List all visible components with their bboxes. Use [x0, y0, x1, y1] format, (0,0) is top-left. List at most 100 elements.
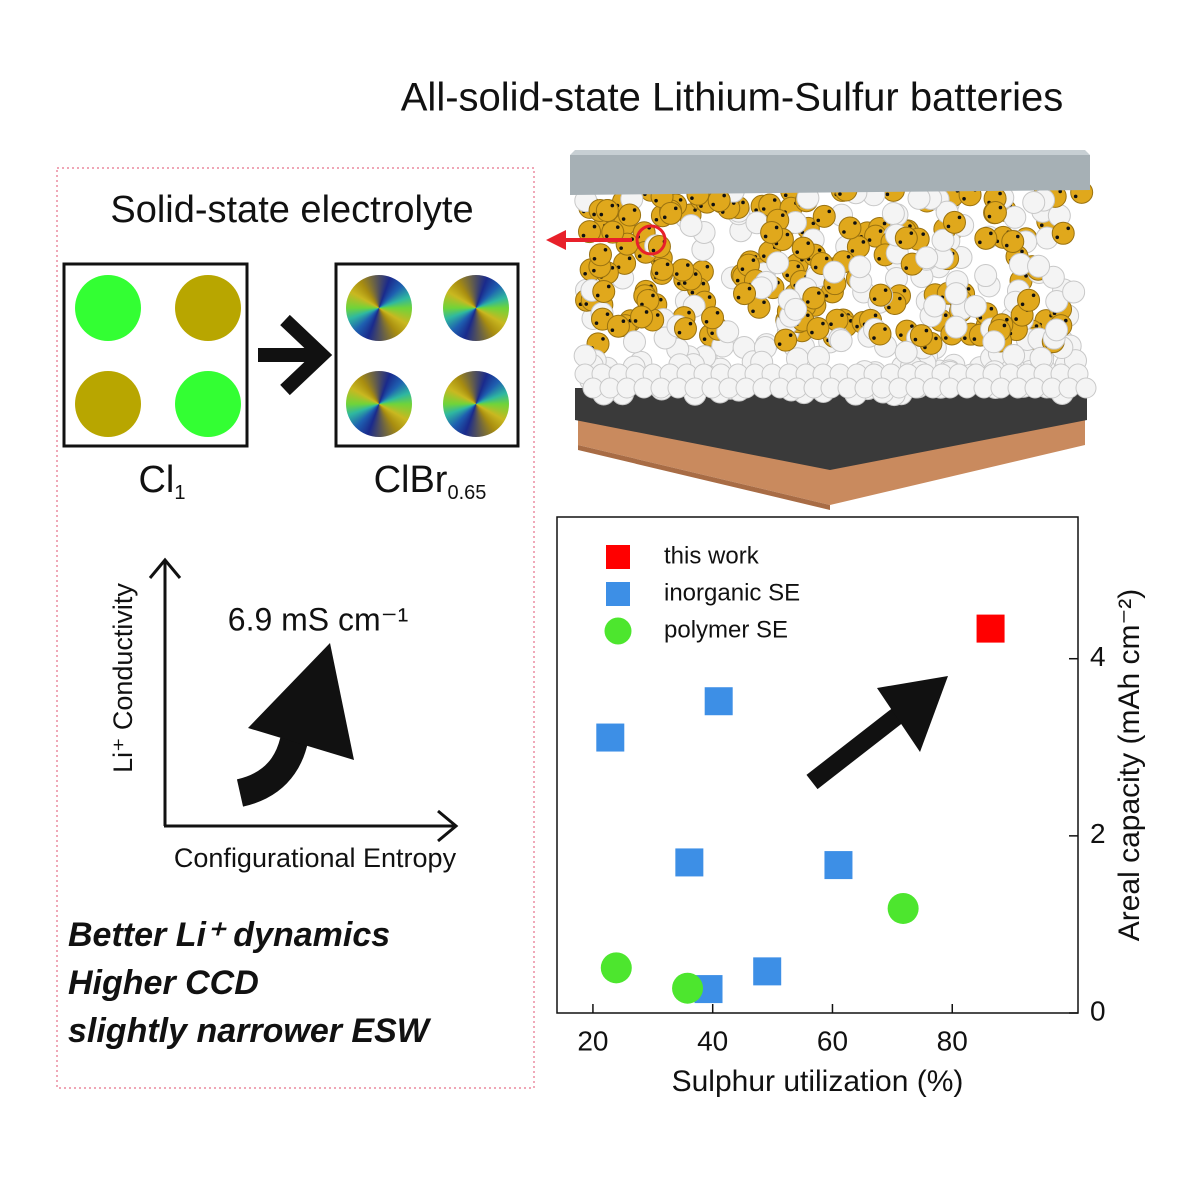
sphere	[829, 329, 853, 353]
sphere-dot	[704, 319, 709, 324]
sphere-dot	[924, 328, 929, 333]
sphere-dot	[654, 271, 659, 276]
sphere-dot	[904, 266, 909, 270]
sphere-dot	[811, 221, 816, 226]
sphere-dot	[850, 249, 855, 253]
sphere	[982, 330, 1006, 354]
sphere	[812, 204, 836, 228]
sphere-dot	[678, 198, 683, 202]
structure-label: ClBr0.65	[374, 459, 487, 504]
sphere-dot	[754, 208, 758, 213]
sphere-dot	[785, 273, 790, 278]
sphere-layer	[573, 178, 1097, 407]
x-tick-label: 40	[697, 1025, 728, 1056]
label-text: ClBr	[374, 459, 448, 501]
sphere-dot	[772, 198, 777, 202]
sphere-dot	[584, 302, 589, 306]
sphere	[974, 226, 998, 250]
sphere-dot	[780, 213, 785, 218]
sphere	[622, 330, 646, 354]
sphere-dot	[777, 342, 782, 346]
x-tick-label: 60	[817, 1025, 848, 1056]
sphere-dot	[902, 288, 907, 293]
sphere-dot	[813, 265, 818, 270]
x-axis-label: Sulphur utilization (%)	[672, 1065, 964, 1098]
sphere-dot	[627, 256, 632, 261]
sphere-dot	[1020, 249, 1024, 254]
sphere-dot	[633, 319, 638, 323]
sphere	[1017, 288, 1041, 312]
sphere-dot	[685, 263, 690, 267]
sphere-dot	[1039, 223, 1044, 228]
sphere-dot	[963, 336, 967, 340]
sphere	[942, 210, 966, 234]
sphere	[618, 203, 642, 227]
sphere-dot	[946, 224, 951, 229]
sphere-dot	[736, 295, 741, 300]
sphere-dot	[690, 290, 695, 295]
sphere-dot	[785, 232, 790, 237]
sphere	[760, 220, 784, 244]
legend-label: polymer SE	[664, 616, 788, 643]
sphere-dot	[972, 337, 977, 341]
sphere	[1027, 254, 1051, 278]
sphere	[923, 294, 947, 318]
sphere-dot	[978, 240, 982, 245]
sphere-dot	[1058, 189, 1062, 194]
sphere-dot	[883, 288, 888, 292]
label-text: Cl	[138, 459, 174, 501]
sphere	[881, 201, 905, 225]
data-point	[606, 545, 630, 569]
sphere-dot	[710, 331, 714, 336]
sphere-dot	[606, 284, 611, 289]
data-point	[704, 687, 733, 716]
sphere-dot	[855, 324, 859, 329]
sphere-dot	[632, 208, 637, 212]
sphere	[716, 320, 740, 344]
sphere-dot	[615, 225, 620, 229]
sphere-dot	[1014, 317, 1018, 321]
sphere	[595, 199, 619, 223]
sphere-dot	[1005, 317, 1009, 322]
sphere-dot	[867, 238, 872, 242]
sphere-dot	[604, 234, 609, 238]
sphere-dot	[658, 297, 663, 302]
sphere-dot	[998, 191, 1002, 196]
legend-label: this work	[664, 542, 760, 569]
sphere-dot	[619, 246, 623, 250]
concept-x-label: Configurational Entropy	[174, 843, 457, 873]
sphere-dot	[1015, 234, 1020, 239]
legend-label: inorganic SE	[664, 579, 800, 606]
sphere-dot	[934, 336, 938, 341]
atom	[75, 275, 141, 341]
plot-frame	[556, 516, 1079, 1014]
sphere	[774, 328, 798, 352]
data-point	[675, 848, 704, 877]
label-subscript: 1	[174, 482, 185, 504]
sphere	[806, 317, 830, 341]
top-plate-edge	[570, 150, 1090, 155]
sphere-dot	[824, 256, 829, 261]
sphere	[894, 226, 918, 250]
data-point	[753, 957, 782, 986]
red-arrowhead	[546, 230, 566, 250]
sphere	[822, 260, 846, 284]
sphere-dot	[913, 337, 918, 342]
sphere-dot	[898, 296, 902, 301]
sphere	[1001, 229, 1025, 253]
sphere-dot	[640, 302, 644, 307]
sphere	[983, 201, 1007, 225]
sphere-dot	[872, 297, 877, 301]
sphere	[1075, 377, 1097, 399]
sphere	[673, 317, 697, 341]
sphere-dot	[885, 192, 890, 197]
sphere-dot	[989, 231, 993, 236]
sphere-dot	[827, 285, 831, 290]
data-point	[672, 972, 704, 1004]
sphere-dot	[1002, 323, 1007, 328]
sphere-dot	[910, 324, 914, 328]
atom	[175, 275, 241, 341]
data-point	[604, 617, 632, 645]
copper-side	[578, 445, 830, 510]
sphere	[606, 314, 630, 338]
